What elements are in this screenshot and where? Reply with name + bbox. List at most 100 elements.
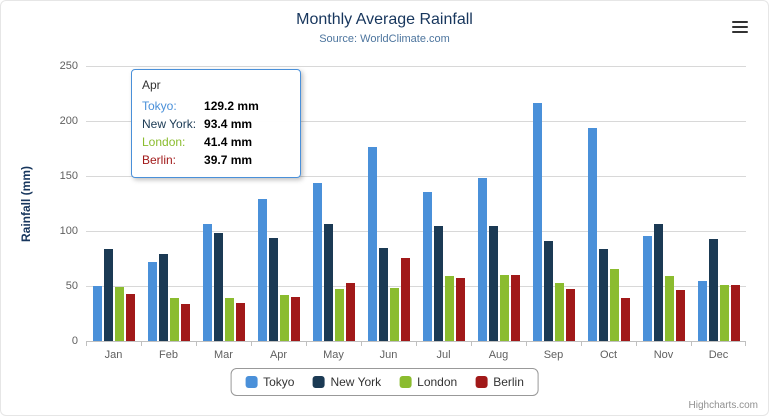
tooltip: Apr Tokyo: 129.2 mm New York: 93.4 mm London… xyxy=(131,69,301,178)
legend-item-new-york[interactable]: New York xyxy=(312,375,381,389)
bar-new-york-dec[interactable] xyxy=(708,239,718,341)
column-group-dec xyxy=(691,66,746,341)
bar-berlin-may[interactable] xyxy=(345,283,355,341)
x-axis-label: Nov xyxy=(653,349,674,361)
bar-berlin-aug[interactable] xyxy=(510,274,520,341)
bar-london-dec[interactable] xyxy=(719,284,729,341)
tooltip-row: London: 41.4 mm xyxy=(142,133,259,151)
legend-swatch-berlin xyxy=(475,376,488,388)
gridline xyxy=(86,121,746,122)
bar-tokyo-nov[interactable] xyxy=(642,235,652,341)
x-axis-tick xyxy=(581,341,582,346)
bar-london-apr[interactable] xyxy=(279,295,289,341)
legend-swatch-london xyxy=(399,376,412,388)
bar-tokyo-apr[interactable] xyxy=(257,198,267,341)
bar-new-york-nov[interactable] xyxy=(653,223,663,341)
tooltip-row: Tokyo: 129.2 mm xyxy=(142,97,259,115)
bar-tokyo-mar[interactable] xyxy=(202,223,212,341)
bar-london-jun[interactable] xyxy=(389,287,399,341)
bar-london-mar[interactable] xyxy=(224,297,234,341)
column-group-apr xyxy=(251,66,306,341)
legend-swatch-new-york xyxy=(312,376,325,388)
tooltip-value: 93.4 mm xyxy=(204,117,253,131)
bar-new-york-jan[interactable] xyxy=(103,249,113,341)
tooltip-row: Berlin: 39.7 mm xyxy=(142,151,259,169)
legend-item-tokyo[interactable]: Tokyo xyxy=(245,375,294,389)
chart-title: Monthly Average Rainfall xyxy=(296,11,473,28)
y-axis-label: 0 xyxy=(71,335,78,347)
credits-link[interactable]: Highcharts.com xyxy=(688,400,758,411)
bar-tokyo-jan[interactable] xyxy=(92,286,102,341)
bar-new-york-mar[interactable] xyxy=(213,232,223,341)
x-axis-label: Jul xyxy=(436,349,451,361)
export-menu-button[interactable] xyxy=(730,17,754,37)
bar-tokyo-sep[interactable] xyxy=(532,102,542,341)
bar-tokyo-feb[interactable] xyxy=(147,262,157,341)
bar-london-sep[interactable] xyxy=(554,283,564,341)
y-axis-label: 150 xyxy=(59,170,78,182)
bar-new-york-oct[interactable] xyxy=(598,249,608,341)
bar-tokyo-may[interactable] xyxy=(312,182,322,341)
bar-new-york-may[interactable] xyxy=(323,224,333,341)
bar-berlin-feb[interactable] xyxy=(180,304,190,341)
tooltip-row: New York: 93.4 mm xyxy=(142,115,259,133)
x-axis-tick xyxy=(86,341,87,346)
legend-swatch-tokyo xyxy=(245,376,258,388)
bar-tokyo-oct[interactable] xyxy=(587,127,597,341)
bar-london-nov[interactable] xyxy=(664,275,674,341)
bar-new-york-aug[interactable] xyxy=(488,226,498,341)
column-group-aug xyxy=(471,66,526,341)
gridline xyxy=(86,66,746,67)
column-group-oct xyxy=(581,66,636,341)
bar-london-jul[interactable] xyxy=(444,276,454,341)
gridline xyxy=(86,231,746,232)
bar-berlin-dec[interactable] xyxy=(730,284,740,341)
y-axis-label: 100 xyxy=(59,225,78,237)
legend-item-berlin[interactable]: Berlin xyxy=(475,375,524,389)
legend-label: Berlin xyxy=(493,375,524,389)
bar-berlin-oct[interactable] xyxy=(620,298,630,341)
bar-london-aug[interactable] xyxy=(499,275,509,341)
bar-new-york-feb[interactable] xyxy=(158,254,168,341)
tooltip-value: 41.4 mm xyxy=(204,135,253,149)
bar-tokyo-jun[interactable] xyxy=(367,147,377,341)
bar-london-oct[interactable] xyxy=(609,269,619,341)
bar-berlin-nov[interactable] xyxy=(675,289,685,341)
tooltip-series-name: Tokyo: xyxy=(142,99,177,113)
x-axis-tick xyxy=(306,341,307,346)
x-axis-tick xyxy=(416,341,417,346)
x-axis-tick xyxy=(361,341,362,346)
bar-berlin-mar[interactable] xyxy=(235,303,245,341)
y-axis-label: 250 xyxy=(59,60,78,72)
tooltip-series-name: London: xyxy=(142,135,186,149)
x-axis-tick xyxy=(526,341,527,346)
x-axis-tick xyxy=(471,341,472,346)
tooltip-category: Apr xyxy=(142,78,161,92)
bar-berlin-jul[interactable] xyxy=(455,277,465,341)
x-axis-label: Jun xyxy=(379,349,398,361)
bar-tokyo-dec[interactable] xyxy=(697,281,707,341)
x-axis-tick xyxy=(636,341,637,346)
bar-london-jan[interactable] xyxy=(114,287,124,341)
x-axis-label: May xyxy=(323,349,344,361)
column-group-jul xyxy=(416,66,471,341)
bar-berlin-jun[interactable] xyxy=(400,257,410,341)
tooltip-series-name: Berlin: xyxy=(142,153,177,167)
legend-label: Tokyo xyxy=(263,375,295,389)
bar-berlin-sep[interactable] xyxy=(565,288,575,341)
bar-new-york-sep[interactable] xyxy=(543,240,553,341)
column-group-jan xyxy=(86,66,141,341)
bar-berlin-jan[interactable] xyxy=(125,294,135,341)
bar-new-york-apr[interactable] xyxy=(268,238,278,341)
bar-london-may[interactable] xyxy=(334,289,344,341)
bar-berlin-apr[interactable] xyxy=(290,297,300,341)
bar-tokyo-jul[interactable] xyxy=(422,191,432,341)
plot-area: 0 50 100 150 200 250 Jan Feb Mar Apr May Jun Jul Aug S… xyxy=(60,60,746,361)
bar-new-york-jul[interactable] xyxy=(433,225,443,341)
bar-new-york-jun[interactable] xyxy=(378,248,388,341)
bar-tokyo-aug[interactable] xyxy=(477,177,487,341)
bar-london-feb[interactable] xyxy=(169,298,179,341)
y-axis-label: 200 xyxy=(59,115,78,127)
legend-label: New York xyxy=(330,375,382,389)
legend-item-london[interactable]: London xyxy=(399,375,457,389)
